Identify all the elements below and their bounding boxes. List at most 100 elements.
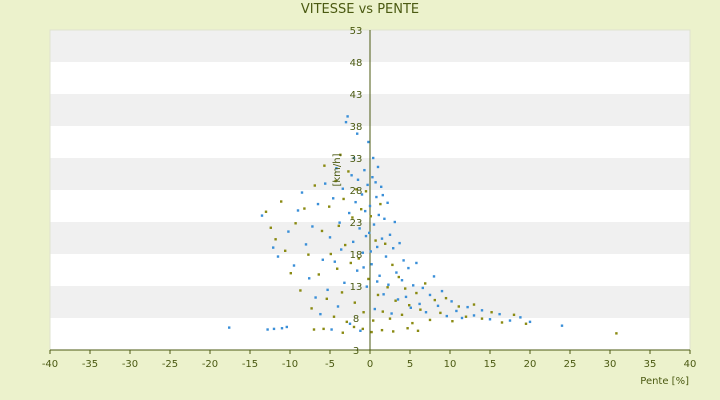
- blue-data-point: [368, 231, 371, 235]
- x-tick-label: 30: [604, 359, 617, 370]
- olive-data-point: [416, 329, 420, 332]
- olive-data-point: [490, 311, 493, 314]
- blue-data-point: [272, 246, 275, 249]
- olive-data-point: [457, 305, 460, 308]
- olive-data-point: [320, 229, 324, 233]
- blue-data-point: [450, 300, 453, 303]
- blue-data-point: [350, 174, 353, 177]
- y-tick-label: 38: [350, 122, 363, 133]
- blue-data-point: [383, 217, 386, 220]
- y-tick-label: 13: [350, 282, 363, 293]
- blue-data-point: [402, 259, 405, 262]
- x-tick-label: -30: [122, 359, 138, 370]
- blue-data-point: [421, 286, 424, 290]
- blue-data-point: [276, 255, 280, 258]
- x-tick-label: -10: [282, 359, 298, 370]
- olive-data-point: [313, 184, 316, 187]
- x-tick-label: 20: [524, 359, 537, 370]
- blue-data-point: [508, 319, 512, 322]
- olive-data-point: [406, 327, 409, 330]
- olive-data-point: [386, 286, 389, 289]
- olive-data-point: [312, 328, 316, 331]
- olive-data-point: [500, 321, 504, 324]
- olive-data-point: [337, 224, 340, 228]
- blue-data-point: [480, 309, 484, 312]
- blue-data-point: [272, 327, 276, 331]
- blue-data-point: [335, 167, 338, 170]
- blue-data-point: [365, 285, 368, 288]
- olive-data-point: [341, 331, 344, 334]
- y-tick-label: 33: [350, 154, 363, 165]
- olive-data-point: [392, 330, 395, 333]
- y-tick-label: 28: [350, 186, 363, 197]
- olive-data-point: [374, 239, 377, 242]
- olive-data-point: [360, 208, 363, 211]
- blue-data-point: [377, 213, 380, 217]
- blue-data-point: [380, 185, 383, 188]
- olive-data-point: [339, 153, 342, 156]
- blue-data-point: [363, 168, 366, 172]
- blue-data-point: [409, 306, 412, 309]
- blue-data-point: [343, 281, 346, 284]
- blue-data-point: [308, 277, 311, 280]
- blue-data-point: [348, 211, 351, 215]
- blue-data-point: [376, 245, 379, 249]
- blue-data-point: [415, 261, 418, 265]
- x-tick-label: -40: [42, 359, 58, 370]
- blue-data-point: [324, 182, 327, 185]
- blue-data-point: [287, 230, 290, 233]
- blue-data-point: [382, 293, 385, 296]
- olive-data-point: [372, 319, 375, 322]
- olive-data-point: [444, 296, 448, 300]
- olive-data-point: [317, 273, 320, 276]
- olive-data-point: [408, 304, 411, 307]
- blue-data-point: [266, 328, 269, 331]
- blue-data-point: [390, 312, 393, 315]
- blue-data-point: [387, 283, 390, 286]
- blue-data-point: [348, 322, 352, 325]
- x-tick-label: 5: [407, 359, 413, 370]
- blue-data-point: [340, 248, 343, 251]
- olive-data-point: [404, 287, 407, 290]
- olive-data-point: [274, 238, 277, 241]
- olive-data-point: [433, 298, 436, 302]
- olive-data-point: [294, 222, 297, 225]
- olive-data-point: [424, 282, 427, 285]
- blue-data-point: [384, 255, 388, 258]
- blue-data-point: [314, 296, 317, 299]
- olive-data-point: [367, 277, 370, 281]
- olive-data-point: [361, 327, 364, 331]
- olive-data-point: [284, 249, 287, 252]
- blue-data-point: [360, 193, 364, 196]
- olive-data-point: [464, 315, 468, 318]
- olive-data-point: [310, 307, 313, 310]
- x-tick-label: -20: [202, 359, 218, 370]
- blue-data-point: [466, 305, 469, 309]
- blue-data-point: [369, 250, 372, 253]
- olive-data-point: [322, 327, 325, 331]
- blue-data-point: [359, 329, 362, 332]
- olive-data-point: [472, 303, 476, 306]
- blue-data-point: [362, 266, 365, 269]
- blue-data-point: [304, 243, 308, 246]
- blue-data-point: [330, 328, 333, 331]
- blue-data-point: [412, 284, 415, 287]
- y-tick-label: 23: [350, 218, 363, 229]
- blue-data-point: [316, 202, 320, 206]
- blue-data-point: [560, 324, 564, 327]
- olive-data-point: [342, 197, 345, 201]
- blue-data-point: [388, 233, 392, 236]
- blue-data-point: [326, 288, 329, 292]
- olive-data-point: [419, 308, 422, 311]
- olive-data-point: [347, 170, 350, 173]
- olive-data-point: [329, 252, 332, 256]
- y-tick-label: 8: [353, 314, 359, 325]
- olive-data-point: [280, 200, 283, 203]
- olive-data-point: [524, 322, 528, 325]
- blue-data-point: [472, 314, 476, 317]
- blue-data-point: [346, 115, 349, 118]
- olive-data-point: [357, 257, 360, 260]
- olive-data-point: [362, 311, 365, 314]
- olive-data-point: [334, 179, 337, 183]
- blue-data-point: [280, 327, 284, 330]
